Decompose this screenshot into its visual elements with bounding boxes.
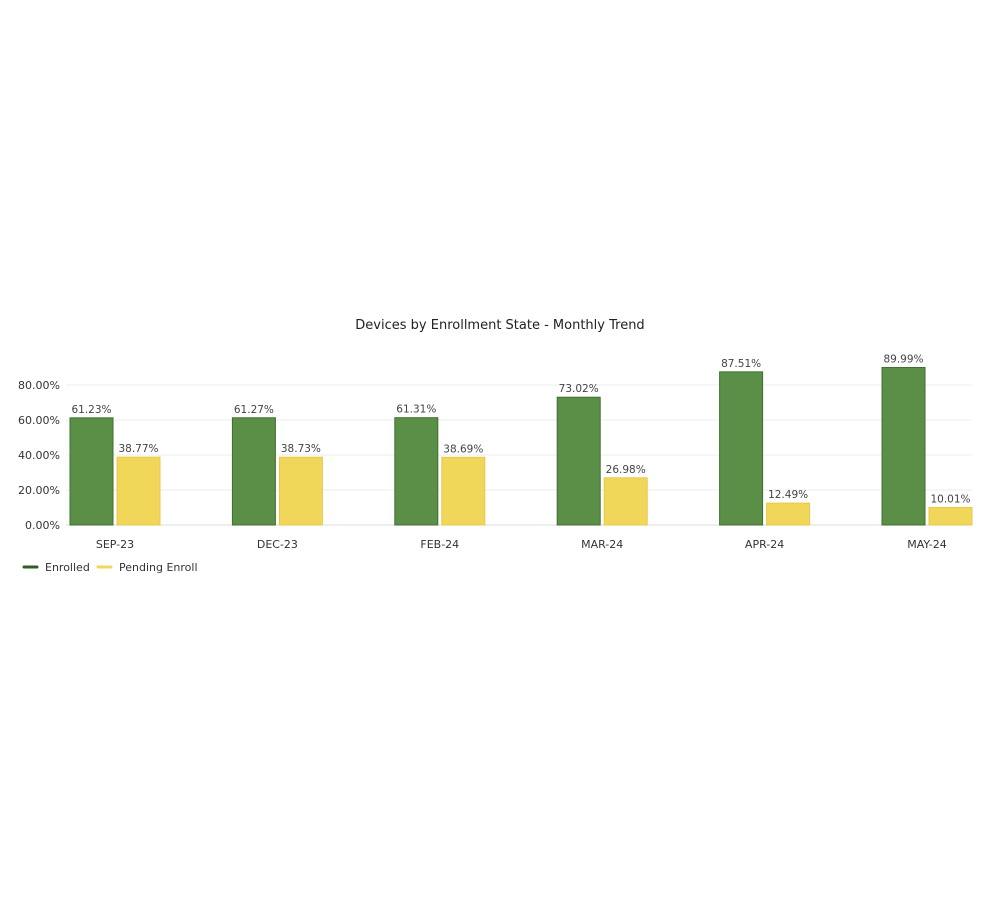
- bar-enrolled[interactable]: [881, 367, 926, 526]
- x-tick-label: SEP-23: [96, 538, 134, 551]
- bar-enrolled[interactable]: [719, 371, 764, 526]
- data-labels: 61.23% 38.77% 61.27% 38.73% 61.31% 38.69% 73.0…: [71, 354, 970, 506]
- data-label: 87.51%: [721, 358, 761, 370]
- bar-pending-enroll[interactable]: [441, 456, 486, 526]
- bar-pending-enroll[interactable]: [766, 502, 811, 526]
- data-label: 10.01%: [930, 493, 970, 505]
- bar-enrolled[interactable]: [394, 417, 439, 526]
- bars: [69, 367, 973, 526]
- data-label: 12.49%: [768, 489, 808, 501]
- data-label: 38.73%: [281, 443, 321, 455]
- y-tick-label: 20.00%: [18, 484, 60, 497]
- y-tick-label: 40.00%: [18, 449, 60, 462]
- data-label: 26.98%: [606, 464, 646, 476]
- legend-label[interactable]: Enrolled: [45, 561, 90, 574]
- y-tick-label: 0.00%: [25, 519, 60, 532]
- data-label: 38.77%: [118, 443, 158, 455]
- grid: [66, 384, 972, 526]
- bar-enrolled[interactable]: [556, 396, 601, 526]
- bar-enrolled[interactable]: [69, 417, 114, 526]
- data-label: 38.69%: [443, 443, 483, 455]
- data-label: 61.23%: [71, 404, 111, 416]
- x-axis: SEP-23 DEC-23 FEB-24 MAR-24 APR-24 MAY-24: [96, 538, 947, 551]
- bar-pending-enroll[interactable]: [928, 506, 973, 526]
- x-tick-label: FEB-24: [420, 538, 459, 551]
- y-axis: 0.00% 20.00% 40.00% 60.00% 80.00%: [18, 379, 60, 532]
- chart-title: Devices by Enrollment State - Monthly Tr…: [355, 318, 644, 333]
- y-tick-label: 80.00%: [18, 379, 60, 392]
- bar-pending-enroll[interactable]: [278, 456, 323, 526]
- bar-pending-enroll[interactable]: [116, 456, 161, 526]
- legend: Enrolled Pending Enroll: [22, 561, 198, 574]
- bar-pending-enroll[interactable]: [603, 477, 648, 526]
- data-label: 73.02%: [559, 383, 599, 395]
- x-tick-label: MAR-24: [581, 538, 623, 551]
- x-tick-label: APR-24: [745, 538, 784, 551]
- x-tick-label: MAY-24: [907, 538, 947, 551]
- legend-label[interactable]: Pending Enroll: [119, 561, 198, 574]
- y-tick-label: 60.00%: [18, 414, 60, 427]
- x-tick-label: DEC-23: [257, 538, 298, 551]
- data-label: 61.27%: [234, 404, 274, 416]
- data-label: 61.31%: [396, 404, 436, 416]
- bar-enrolled[interactable]: [231, 417, 276, 526]
- data-label: 89.99%: [883, 354, 923, 366]
